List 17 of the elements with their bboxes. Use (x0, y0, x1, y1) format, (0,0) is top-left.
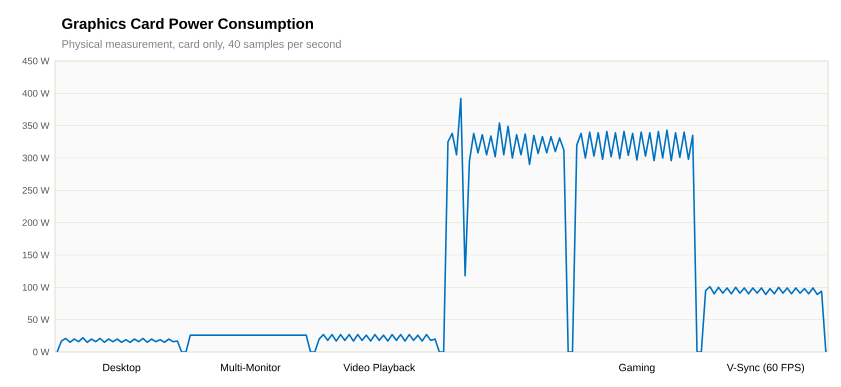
x-tick-label: Desktop (103, 364, 140, 374)
y-tick-label: 300 W (22, 154, 50, 162)
chart-subtitle: Physical measurement, card only, 40 samples per second (62, 40, 341, 50)
y-tick-label: 350 W (22, 122, 50, 130)
x-tick-label: Video Playback (343, 364, 416, 374)
y-tick-label: 0 W (33, 348, 50, 356)
chart-title: Graphics Card Power Consumption (62, 18, 314, 32)
y-tick-label: 200 W (22, 219, 50, 226)
y-tick-label: 450 W (22, 58, 50, 64)
x-tick-label: Gaming (619, 364, 655, 374)
y-tick-label: 150 W (22, 252, 50, 258)
y-tick-label: 50 W (28, 316, 50, 324)
x-tick-label: Multi-Monitor (221, 364, 280, 372)
y-tick-label: 100 W (22, 284, 50, 291)
x-tick-label: V-Sync (60 FPS) (726, 364, 804, 374)
y-tick-label: 400 W (22, 90, 50, 97)
y-tick-label: 250 W (22, 186, 50, 194)
